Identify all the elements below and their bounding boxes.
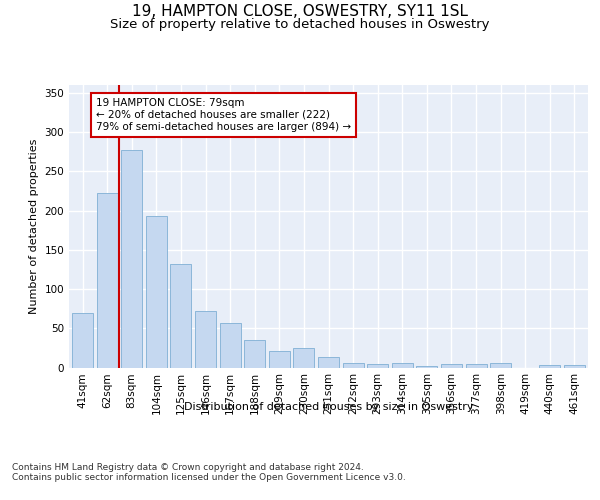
Bar	[170, 264, 191, 368]
Bar	[244, 340, 265, 367]
Bar	[220, 323, 241, 368]
Text: Contains HM Land Registry data © Crown copyright and database right 2024.
Contai: Contains HM Land Registry data © Crown c…	[12, 462, 406, 482]
Text: Size of property relative to detached houses in Oswestry: Size of property relative to detached ho…	[110, 18, 490, 31]
Bar	[195, 311, 216, 368]
Bar	[72, 314, 93, 368]
Text: 19 HAMPTON CLOSE: 79sqm
← 20% of detached houses are smaller (222)
79% of semi-d: 19 HAMPTON CLOSE: 79sqm ← 20% of detache…	[96, 98, 351, 132]
Bar	[441, 364, 462, 368]
Text: Distribution of detached houses by size in Oswestry: Distribution of detached houses by size …	[184, 402, 473, 412]
Bar	[343, 363, 364, 368]
Bar	[367, 364, 388, 368]
Y-axis label: Number of detached properties: Number of detached properties	[29, 138, 39, 314]
Bar	[269, 351, 290, 368]
Bar	[146, 216, 167, 368]
Bar	[466, 364, 487, 368]
Bar	[97, 194, 118, 368]
Bar	[121, 150, 142, 368]
Bar	[416, 366, 437, 368]
Text: 19, HAMPTON CLOSE, OSWESTRY, SY11 1SL: 19, HAMPTON CLOSE, OSWESTRY, SY11 1SL	[132, 4, 468, 19]
Bar	[564, 365, 585, 368]
Bar	[539, 365, 560, 368]
Bar	[318, 356, 339, 368]
Bar	[392, 363, 413, 368]
Bar	[293, 348, 314, 368]
Bar	[490, 363, 511, 368]
